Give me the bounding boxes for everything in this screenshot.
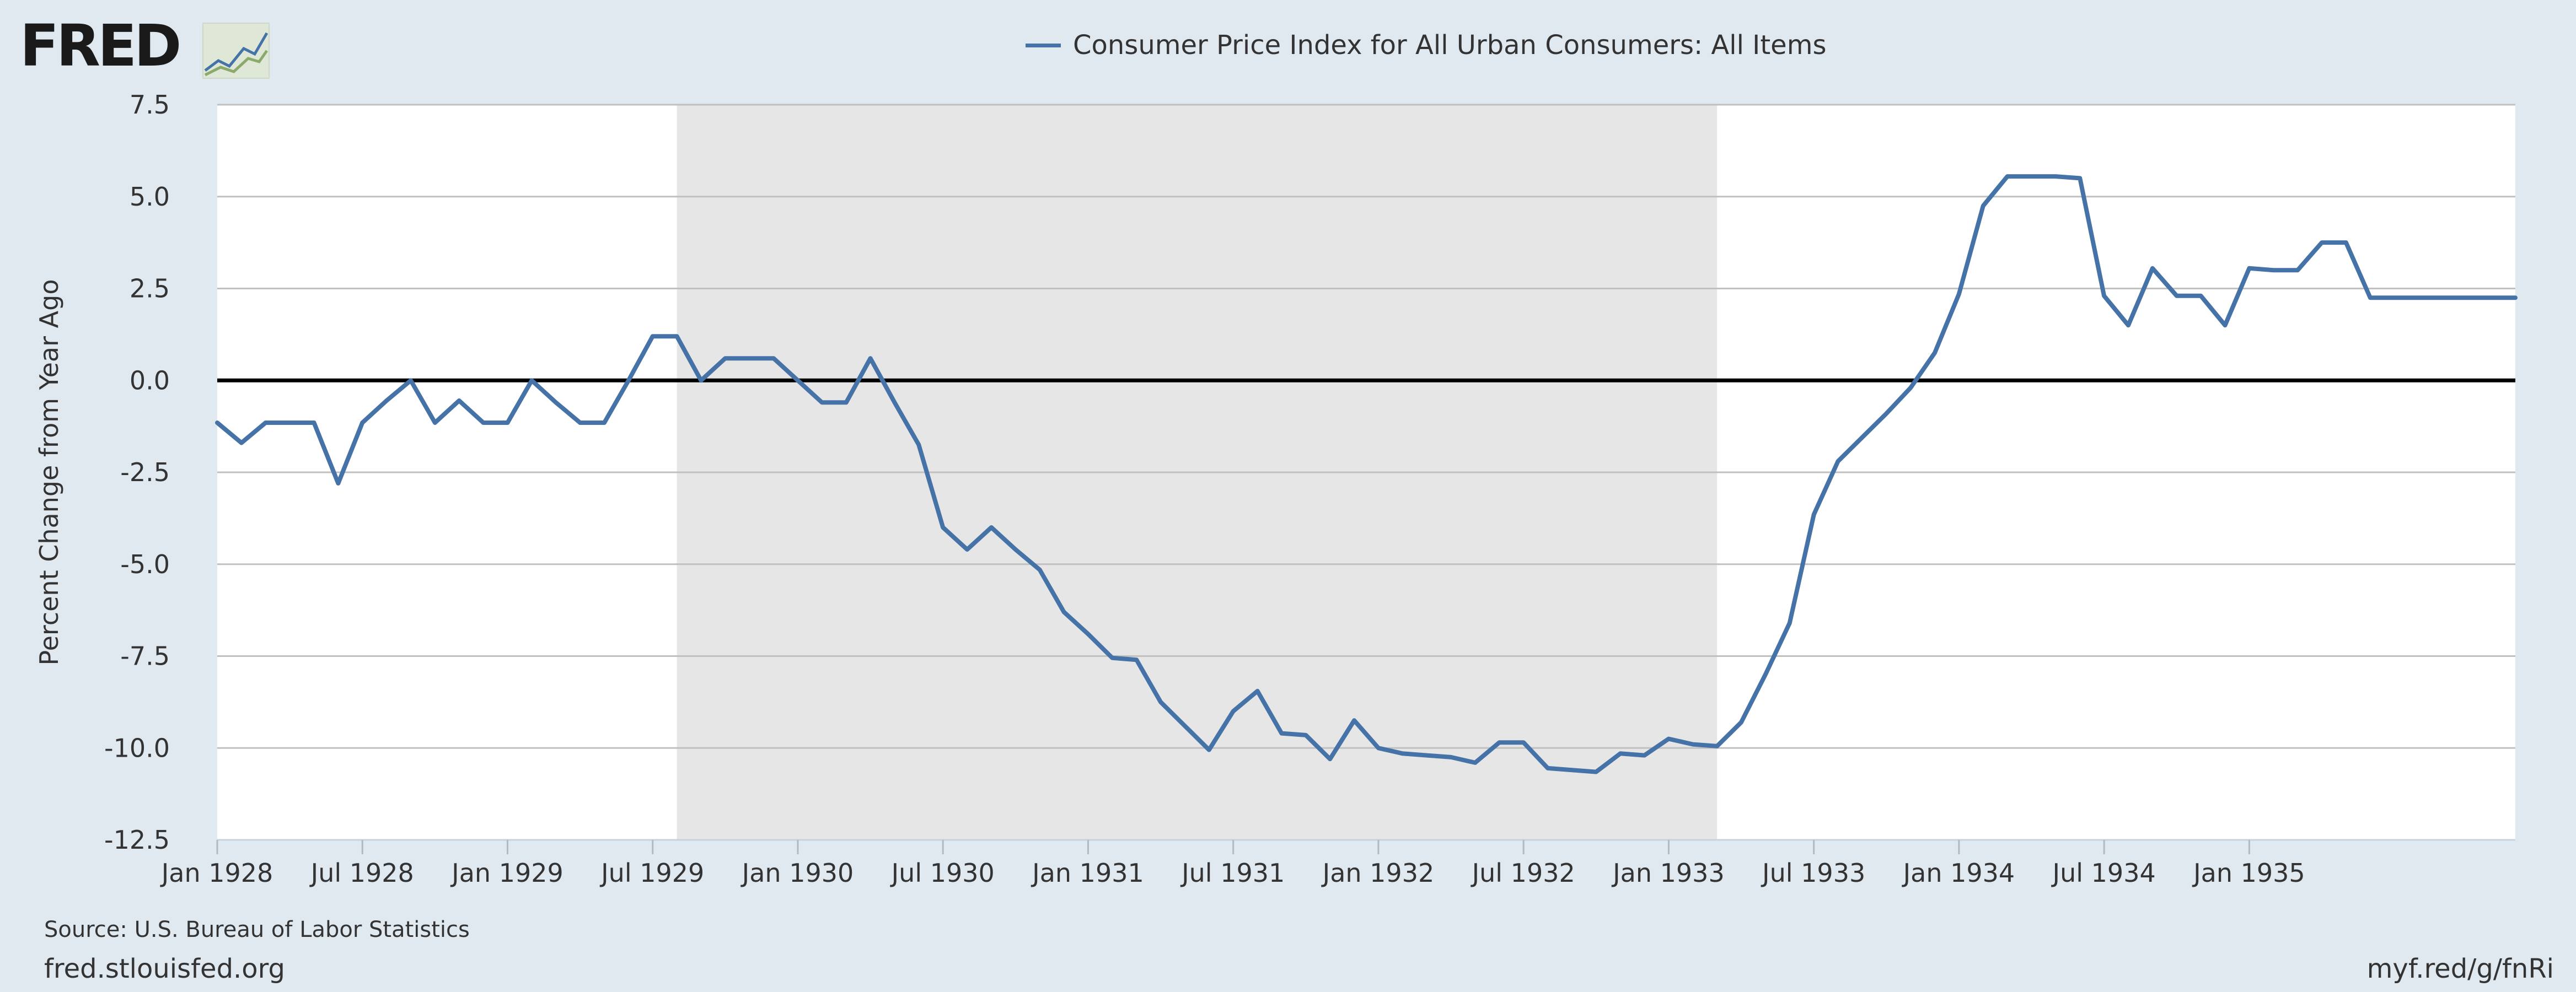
y-tick-label: -12.5 xyxy=(104,825,170,855)
x-tick-label: Jan 1930 xyxy=(740,858,854,888)
y-tick-label: -5.0 xyxy=(120,549,170,579)
x-tick-label: Jan 1929 xyxy=(450,858,564,888)
fred-logo-text: FRED xyxy=(20,12,181,79)
y-tick-label: -7.5 xyxy=(120,641,170,671)
y-axis-label: Percent Change from Year Ago xyxy=(34,279,64,666)
line-graph-icon xyxy=(202,23,270,79)
x-tick-label: Jan 1934 xyxy=(1902,858,2015,888)
x-tick-label: Jul 1930 xyxy=(890,858,995,888)
x-tick-label: Jul 1932 xyxy=(1471,858,1575,888)
x-tick-label: Jul 1931 xyxy=(1180,858,1285,888)
source-note: Source: U.S. Bureau of Labor Statistics xyxy=(44,917,470,942)
legend-series-label: Consumer Price Index for All Urban Consu… xyxy=(1073,30,1827,61)
x-axis: Jan 1928 Jul 1928 Jan 1929 Jul 1929 Jan 1930… xyxy=(160,839,2515,888)
y-tick-label: 5.0 xyxy=(130,182,170,212)
x-tick-label: Jan 1935 xyxy=(2192,858,2305,888)
y-tick-label: 0.0 xyxy=(130,365,170,395)
short-url-link[interactable]: myf.red/g/fnRi xyxy=(2366,953,2554,984)
y-tick-label: -2.5 xyxy=(120,457,170,487)
x-tick-label: Jan 1932 xyxy=(1321,858,1435,888)
chart-legend[interactable]: Consumer Price Index for All Urban Consu… xyxy=(1026,28,1826,63)
fred-logo[interactable]: FRED xyxy=(20,12,270,79)
legend-series-swatch xyxy=(1026,43,1061,47)
x-tick-label: Jan 1928 xyxy=(160,858,273,888)
y-axis: 7.5 5.0 2.5 0.0 -2.5 -5.0 -7.5 -10.0 -12.5 xyxy=(104,90,170,855)
series-line xyxy=(215,174,2518,774)
x-tick-label: Jul 1933 xyxy=(1761,858,1865,888)
x-tick-label: Jul 1929 xyxy=(599,858,704,888)
x-tick-label: Jan 1931 xyxy=(1031,858,1144,888)
y-tick-label: 7.5 xyxy=(130,90,170,120)
site-link[interactable]: fred.stlouisfed.org xyxy=(44,953,286,984)
y-tick-label: 2.5 xyxy=(130,274,170,304)
y-tick-label: -10.0 xyxy=(104,733,170,763)
x-tick-label: Jan 1933 xyxy=(1611,858,1725,888)
x-tick-label: Jul 1934 xyxy=(2051,858,2156,888)
series-layer xyxy=(215,174,2518,774)
x-tick-label: Jul 1928 xyxy=(309,858,414,888)
